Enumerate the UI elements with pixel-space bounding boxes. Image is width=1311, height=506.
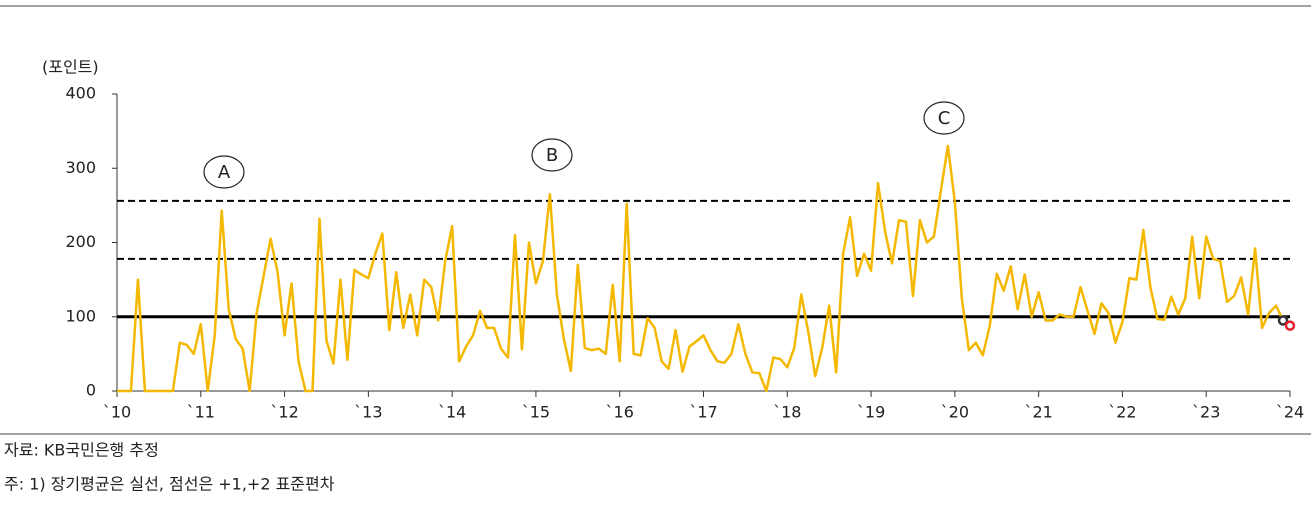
annotation-label: C [938, 108, 951, 129]
annotation-label: A [218, 162, 231, 183]
x-tick-label: `11 [187, 403, 215, 422]
x-tick-label: `20 [941, 403, 969, 422]
y-tick-label: 0 [86, 381, 96, 400]
x-tick-label: `14 [438, 403, 466, 422]
x-tick-label: `23 [1192, 403, 1220, 422]
x-tick-label: `21 [1024, 403, 1052, 422]
x-tick-label: `17 [689, 403, 717, 422]
point-marker [1284, 320, 1296, 331]
x-tick-label: `12 [270, 403, 298, 422]
x-tick-label: `13 [354, 403, 382, 422]
x-tick-label: `16 [606, 403, 634, 422]
x-tick-label: `10 [103, 403, 131, 422]
annotation-circle [531, 138, 573, 172]
y-tick-label: 200 [65, 232, 96, 251]
annotation-circle [203, 155, 245, 189]
note: 주: 1) 장기평균은 실선, 점선은 +1,+2 표준편차 [4, 475, 335, 494]
source: 자료: KB국민은행 추정 [4, 441, 159, 460]
y-unit-label: (포인트) [42, 58, 99, 77]
x-tick-label: `19 [857, 403, 885, 422]
y-tick-label: 300 [65, 158, 96, 177]
y-tick-label: 400 [65, 84, 96, 103]
x-tick-label: `22 [1108, 403, 1136, 422]
x-tick-label: `18 [773, 403, 801, 422]
point-marker [1277, 315, 1289, 326]
x-tick-label: `15 [522, 403, 550, 422]
annotation-label: B [546, 145, 558, 166]
data-line [117, 144, 1285, 393]
x-tick-label: `24 [1276, 403, 1304, 422]
annotation-circle [923, 101, 965, 135]
y-tick-label: 100 [65, 306, 96, 325]
